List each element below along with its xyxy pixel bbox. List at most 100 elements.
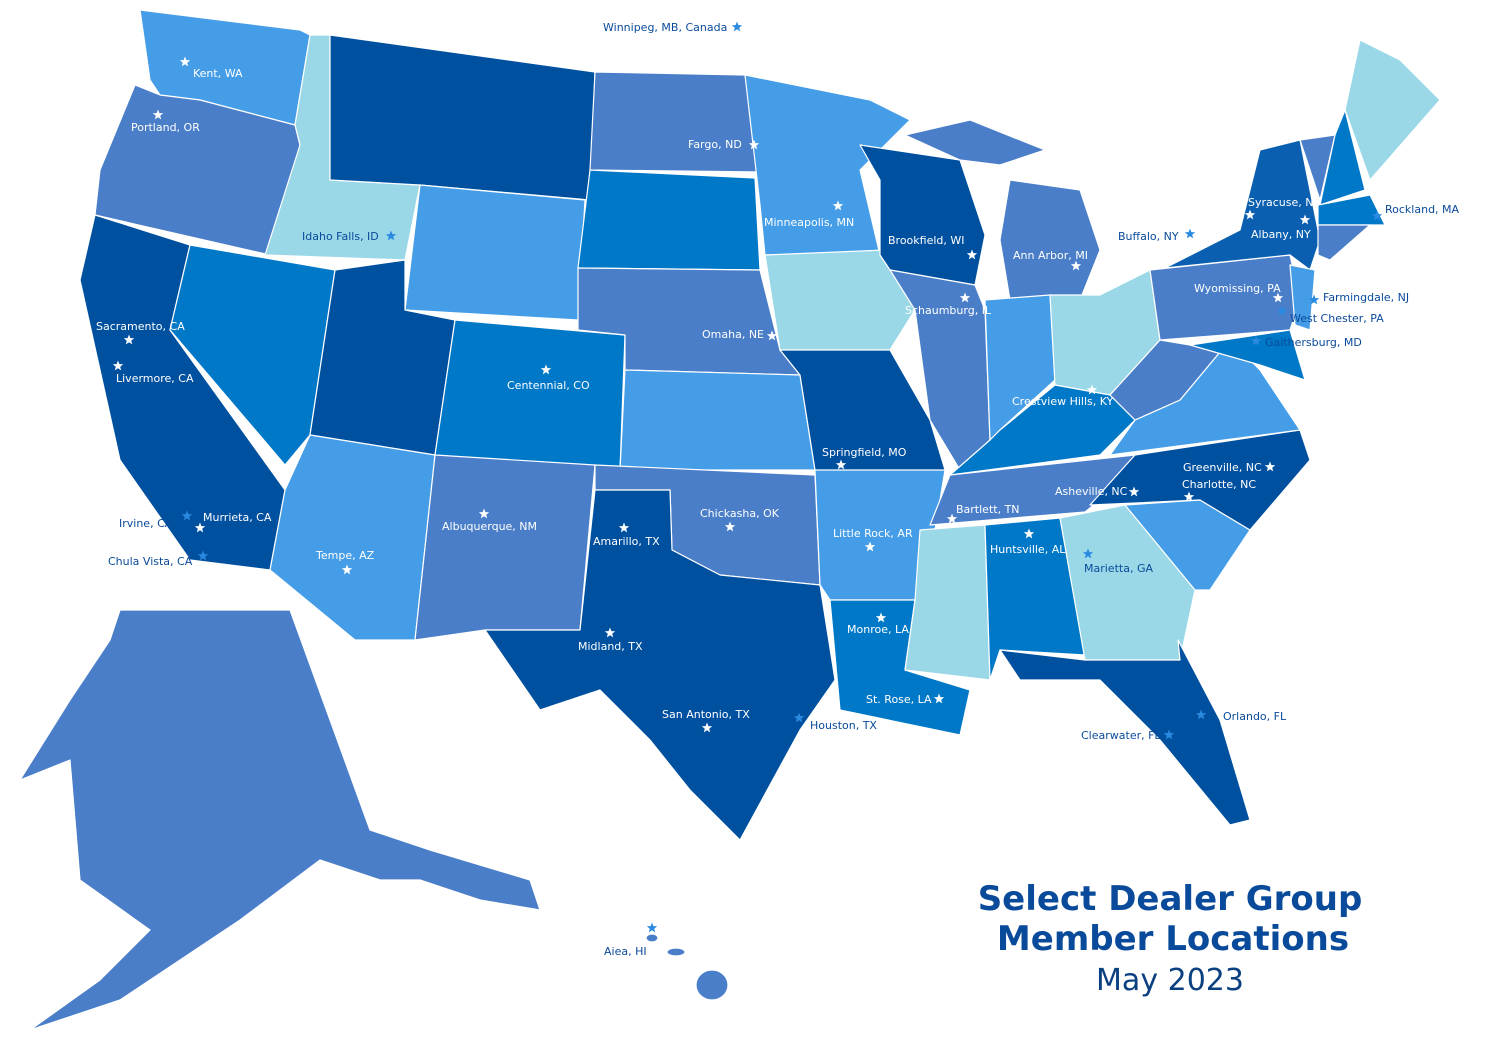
location-star <box>832 200 844 211</box>
location-star <box>646 922 658 933</box>
location-star <box>748 139 760 150</box>
location-star <box>385 230 397 241</box>
map-subtitle: May 2023 <box>1096 963 1244 998</box>
state <box>744 74 911 256</box>
state <box>1089 429 1311 531</box>
location-star <box>1195 709 1207 720</box>
location-label: Gaithersburg, MD <box>1265 336 1362 349</box>
location-label: Chula Vista, CA <box>108 555 193 568</box>
location-star <box>341 564 353 575</box>
state <box>619 369 816 471</box>
location-star <box>793 712 805 723</box>
location-star <box>724 521 736 532</box>
state <box>1317 224 1371 261</box>
location-star <box>478 508 490 519</box>
states <box>19 9 1441 1031</box>
location-star <box>1272 292 1284 303</box>
location-label: Fargo, ND <box>688 138 742 151</box>
location-label: Houston, TX <box>810 719 877 732</box>
location-star <box>112 360 124 371</box>
location-star <box>1276 305 1288 316</box>
location-label: Schaumburg, IL <box>905 304 992 317</box>
state <box>1189 329 1306 381</box>
state <box>1344 39 1441 181</box>
state <box>1289 264 1316 331</box>
state <box>999 639 1251 826</box>
location-label: Clearwater, FL <box>1081 729 1161 742</box>
location-label: Marietta, GA <box>1084 562 1153 575</box>
location-label: Portland, OR <box>131 121 200 134</box>
location-star <box>1299 214 1311 225</box>
location-star <box>966 249 978 260</box>
state <box>929 454 1136 526</box>
location-star <box>875 612 887 623</box>
state <box>169 244 336 466</box>
location-star <box>835 459 847 470</box>
location-label: Chickasha, OK <box>700 507 780 520</box>
location-label: St. Rose, LA <box>866 693 932 706</box>
location-label: Albuquerque, NM <box>442 520 537 533</box>
location-label: Irvine, CA <box>119 517 173 530</box>
location-star <box>1264 461 1276 472</box>
location-star <box>1070 260 1082 271</box>
location-star <box>1023 528 1035 539</box>
state <box>1319 109 1366 206</box>
state <box>484 489 836 841</box>
location-label: Crestview Hills, KY <box>1012 395 1114 408</box>
location-star <box>1086 384 1098 395</box>
location-label: Farmingdale, NJ <box>1323 291 1409 304</box>
location-star <box>181 510 193 521</box>
state <box>269 434 436 641</box>
location-label: Kent, WA <box>193 67 243 80</box>
location-label: Little Rock, AR <box>833 527 913 540</box>
location-star <box>1371 210 1383 221</box>
location-star <box>959 292 971 303</box>
location-label: Winnipeg, MB, Canada <box>603 21 727 34</box>
location-star <box>766 330 778 341</box>
location-label: Minneapolis, MN <box>764 216 854 229</box>
location-star <box>1082 548 1094 559</box>
location-label: West Chester, PA <box>1290 312 1384 325</box>
state <box>414 454 596 641</box>
location-star <box>1250 335 1262 346</box>
location-label: Wyomissing, PA <box>1194 282 1281 295</box>
location-star <box>179 56 191 67</box>
location-label: Charlotte, NC <box>1182 478 1256 491</box>
state <box>1164 139 1321 271</box>
state <box>645 933 659 943</box>
location-label: Aiea, HI <box>604 945 647 958</box>
location-star <box>194 522 206 533</box>
location-label: Monroe, LA <box>847 623 909 636</box>
location-label: San Antonio, TX <box>662 708 750 721</box>
location-star <box>618 522 630 533</box>
location-label: Albany, NY <box>1251 228 1311 241</box>
location-star <box>731 21 743 32</box>
state <box>434 319 626 471</box>
locations: Winnipeg, MB, Canada Kent, WA Portland, OR… <box>96 21 1460 958</box>
location-label: Bartlett, TN <box>956 503 1020 516</box>
location-label: Ann Arbor, MI <box>1013 249 1088 262</box>
state <box>764 249 916 351</box>
location-star <box>946 513 958 524</box>
location-label: Tempe, AZ <box>315 549 375 562</box>
location-label: Greenville, NC <box>1183 461 1262 474</box>
location-label: Buffalo, NY <box>1118 230 1179 243</box>
state <box>999 179 1101 301</box>
location-label: Murrieta, CA <box>203 511 272 524</box>
state <box>577 169 761 271</box>
location-label: Centennial, CO <box>507 379 590 392</box>
location-star <box>604 627 616 638</box>
state <box>404 184 586 321</box>
state <box>329 34 596 201</box>
location-star <box>701 722 713 733</box>
state <box>695 969 729 1001</box>
location-star <box>152 109 164 120</box>
location-star <box>540 364 552 375</box>
state <box>666 947 686 957</box>
location-label: Brookfield, WI <box>888 234 965 247</box>
location-star <box>933 693 945 704</box>
location-label: Livermore, CA <box>116 372 194 385</box>
location-star <box>123 334 135 345</box>
